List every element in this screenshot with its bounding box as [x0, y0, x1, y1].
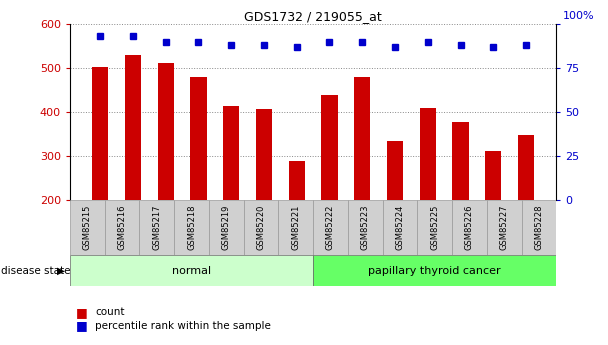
- Bar: [313, 200, 348, 255]
- Text: GSM85215: GSM85215: [83, 205, 92, 250]
- Bar: [70, 255, 313, 286]
- Text: GSM85219: GSM85219: [222, 205, 231, 250]
- Text: GSM85220: GSM85220: [257, 205, 266, 250]
- Bar: [105, 200, 139, 255]
- Bar: [382, 200, 417, 255]
- Bar: [223, 106, 240, 200]
- Title: GDS1732 / 219055_at: GDS1732 / 219055_at: [244, 10, 382, 23]
- Bar: [522, 200, 556, 255]
- Text: GSM85221: GSM85221: [291, 205, 300, 250]
- Text: normal: normal: [172, 266, 211, 276]
- Text: GSM85228: GSM85228: [534, 205, 544, 250]
- Text: percentile rank within the sample: percentile rank within the sample: [95, 321, 271, 331]
- Text: 100%: 100%: [563, 11, 595, 21]
- Text: ▶: ▶: [57, 266, 64, 276]
- Bar: [487, 200, 522, 255]
- Bar: [452, 200, 487, 255]
- Text: ■: ■: [76, 306, 88, 319]
- Text: disease state: disease state: [1, 266, 71, 276]
- Text: GSM85226: GSM85226: [465, 205, 474, 250]
- Bar: [387, 141, 403, 200]
- Bar: [256, 109, 272, 200]
- Text: papillary thyroid cancer: papillary thyroid cancer: [368, 266, 501, 276]
- Bar: [348, 200, 382, 255]
- Bar: [417, 200, 452, 255]
- Text: GSM85218: GSM85218: [187, 205, 196, 250]
- Text: GSM85222: GSM85222: [326, 205, 335, 250]
- Bar: [174, 200, 209, 255]
- Bar: [125, 55, 141, 200]
- Bar: [321, 95, 337, 200]
- Bar: [190, 77, 207, 200]
- Text: ■: ■: [76, 319, 88, 333]
- Bar: [278, 200, 313, 255]
- Bar: [139, 200, 174, 255]
- Bar: [354, 77, 370, 200]
- Bar: [420, 108, 436, 200]
- Text: GSM85216: GSM85216: [117, 205, 126, 250]
- Bar: [244, 200, 278, 255]
- Bar: [92, 67, 108, 200]
- Bar: [313, 255, 556, 286]
- Bar: [209, 200, 244, 255]
- Text: GSM85217: GSM85217: [152, 205, 161, 250]
- Bar: [452, 122, 469, 200]
- Text: GSM85224: GSM85224: [395, 205, 404, 250]
- Bar: [289, 160, 305, 200]
- Text: count: count: [95, 307, 125, 317]
- Bar: [157, 63, 174, 200]
- Bar: [518, 136, 534, 200]
- Bar: [485, 151, 502, 200]
- Text: GSM85227: GSM85227: [500, 205, 509, 250]
- Text: GSM85225: GSM85225: [430, 205, 439, 250]
- Text: GSM85223: GSM85223: [361, 205, 370, 250]
- Bar: [70, 200, 105, 255]
